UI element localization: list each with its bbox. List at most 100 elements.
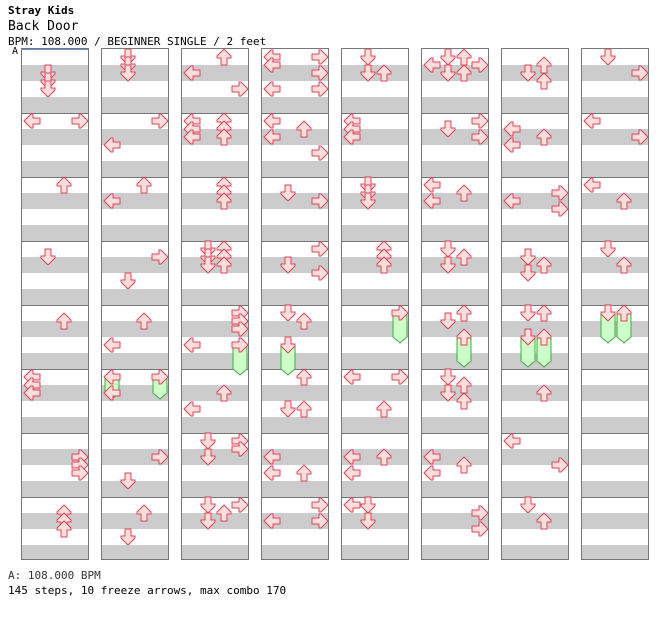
step-arrow-left bbox=[343, 129, 361, 145]
beat-stripe bbox=[422, 225, 488, 241]
step-arrow-right bbox=[311, 145, 328, 161]
step-arrow-up bbox=[456, 392, 472, 410]
step-arrow-left bbox=[423, 465, 441, 481]
beat-stripe bbox=[502, 417, 568, 433]
step-arrow-down bbox=[120, 272, 136, 290]
step-arrow-right bbox=[231, 321, 248, 337]
step-arrow-up bbox=[56, 312, 72, 330]
beat-stripe bbox=[502, 321, 568, 337]
beat-stripe bbox=[22, 321, 88, 337]
step-arrow-down bbox=[440, 368, 456, 386]
beat-stripe bbox=[102, 545, 168, 559]
beat-stripe bbox=[342, 481, 408, 497]
beat-stripe bbox=[342, 257, 408, 273]
beat-stripe bbox=[582, 161, 648, 177]
step-arrow-up bbox=[616, 256, 632, 274]
beat-stripe bbox=[182, 417, 248, 433]
step-arrow-right bbox=[151, 249, 168, 265]
step-arrow-left bbox=[263, 513, 281, 529]
beat-stripe bbox=[102, 161, 168, 177]
measure-column-1 bbox=[21, 48, 89, 560]
beat-stripe bbox=[182, 225, 248, 241]
step-arrow-up bbox=[56, 520, 72, 538]
step-arrow-right bbox=[551, 201, 568, 217]
step-arrow-up bbox=[296, 120, 312, 138]
step-arrow-up bbox=[616, 192, 632, 210]
step-arrow-right bbox=[311, 497, 328, 513]
beat-stripe bbox=[582, 65, 648, 81]
step-arrow-left bbox=[263, 129, 281, 145]
step-arrow-left bbox=[503, 137, 521, 153]
beat-stripe bbox=[182, 65, 248, 81]
beat-stripe bbox=[102, 225, 168, 241]
beat-stripe bbox=[262, 417, 328, 433]
step-arrow-right bbox=[311, 81, 328, 97]
measure-column-8 bbox=[581, 48, 649, 560]
step-arrow-up bbox=[536, 128, 552, 146]
step-arrow-down bbox=[520, 496, 536, 514]
step-arrow-right bbox=[311, 49, 328, 65]
beat-stripe bbox=[582, 225, 648, 241]
beat-stripe bbox=[582, 481, 648, 497]
beat-stripe bbox=[22, 449, 88, 465]
step-arrow-up bbox=[536, 328, 552, 346]
beat-stripe bbox=[582, 289, 648, 305]
measure-column-5 bbox=[341, 48, 409, 560]
beat-stripe bbox=[502, 481, 568, 497]
beat-stripe bbox=[422, 321, 488, 337]
step-arrow-up bbox=[296, 312, 312, 330]
step-arrow-right bbox=[71, 465, 88, 481]
step-arrow-down bbox=[280, 304, 296, 322]
step-arrow-right bbox=[151, 113, 168, 129]
beat-stripe bbox=[422, 97, 488, 113]
step-arrow-down bbox=[200, 256, 216, 274]
step-arrow-right bbox=[391, 305, 408, 321]
step-arrow-right bbox=[231, 81, 248, 97]
step-arrow-down bbox=[200, 448, 216, 466]
step-arrow-up bbox=[216, 128, 232, 146]
beat-stripe bbox=[102, 417, 168, 433]
beat-stripe bbox=[502, 385, 568, 401]
step-arrow-down bbox=[280, 400, 296, 418]
beat-stripe bbox=[262, 193, 328, 209]
step-arrow-down bbox=[440, 312, 456, 330]
step-arrow-up bbox=[456, 248, 472, 266]
beat-stripe bbox=[502, 289, 568, 305]
step-arrow-down bbox=[360, 49, 376, 66]
step-arrow-right bbox=[391, 369, 408, 385]
step-arrow-down bbox=[120, 472, 136, 490]
step-arrow-right bbox=[231, 337, 248, 353]
beat-stripe bbox=[22, 513, 88, 529]
beat-stripe bbox=[342, 161, 408, 177]
step-arrow-down bbox=[200, 432, 216, 450]
beat-stripe bbox=[182, 353, 248, 369]
step-arrow-right bbox=[551, 457, 568, 473]
beat-stripe bbox=[102, 129, 168, 145]
step-arrow-down bbox=[520, 264, 536, 282]
beat-stripe bbox=[422, 449, 488, 465]
step-arrow-left bbox=[263, 81, 281, 97]
step-arrow-left bbox=[343, 465, 361, 481]
beat-stripe bbox=[502, 161, 568, 177]
beat-stripe bbox=[582, 385, 648, 401]
step-arrow-left bbox=[423, 177, 441, 193]
step-arrow-left bbox=[503, 433, 521, 449]
step-arrow-right bbox=[311, 241, 328, 257]
step-arrow-up bbox=[456, 456, 472, 474]
step-arrow-down bbox=[280, 256, 296, 274]
beat-stripe bbox=[22, 193, 88, 209]
step-arrow-up bbox=[376, 256, 392, 274]
beat-stripe bbox=[422, 129, 488, 145]
beat-stripe bbox=[262, 481, 328, 497]
beat-stripe bbox=[262, 129, 328, 145]
beat-stripe bbox=[182, 289, 248, 305]
step-arrow-up bbox=[456, 184, 472, 202]
step-arrow-up bbox=[376, 64, 392, 82]
step-arrow-up bbox=[216, 192, 232, 210]
beat-stripe bbox=[182, 161, 248, 177]
beat-stripe bbox=[102, 353, 168, 369]
beat-stripe bbox=[582, 129, 648, 145]
step-arrow-down bbox=[440, 64, 456, 82]
beat-stripe bbox=[22, 417, 88, 433]
step-arrow-up bbox=[376, 448, 392, 466]
